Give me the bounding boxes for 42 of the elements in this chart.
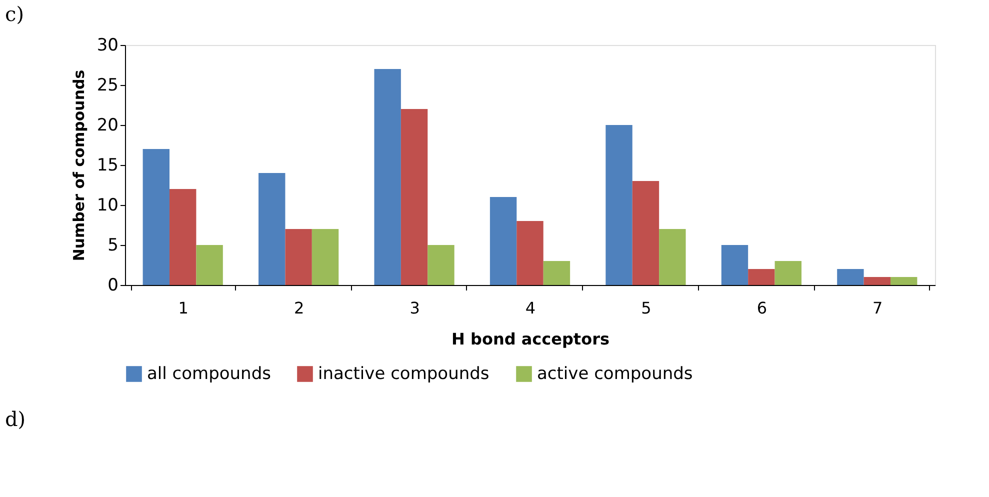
legend-label: active compounds [537,364,693,384]
x-tick-label: 3 [410,298,420,318]
bar [837,269,864,285]
bar [428,245,454,285]
y-tick-label: 15 [96,156,118,176]
bar [285,229,312,285]
bar [632,181,660,285]
bar [312,229,339,285]
x-tick-label: 7 [872,298,883,318]
bar [774,261,802,285]
y-axis-title: Number of compounds [70,70,88,262]
bar [490,197,517,285]
bar [543,261,570,285]
y-tick-label: 20 [96,116,118,136]
bar [606,125,632,285]
legend-label: all compounds [147,364,272,384]
y-tick-label: 30 [96,36,118,56]
bar [721,245,748,285]
bar [659,229,686,285]
text: c) [5,2,24,26]
x-tick-label: 4 [525,298,536,318]
bar [170,189,196,285]
text: d) [5,407,26,431]
x-axis-title: H bond acceptors [452,330,610,348]
bar [864,277,890,285]
bar [400,109,428,285]
x-tick-label: 6 [756,298,768,318]
bar [748,269,775,285]
y-tick-label: 25 [96,76,118,96]
bar [258,173,286,285]
x-tick-label: 5 [641,298,652,318]
bar [374,69,401,285]
legend-label: inactive compounds [318,364,490,384]
bar [890,277,918,285]
y-tick-label: 5 [108,236,118,256]
bar [516,221,544,285]
x-tick-label: 2 [294,298,304,318]
x-tick-label: 1 [178,298,188,318]
y-tick-label: 10 [96,196,118,216]
bar [196,245,223,285]
y-tick-label: 0 [108,276,118,296]
bar [142,149,170,285]
